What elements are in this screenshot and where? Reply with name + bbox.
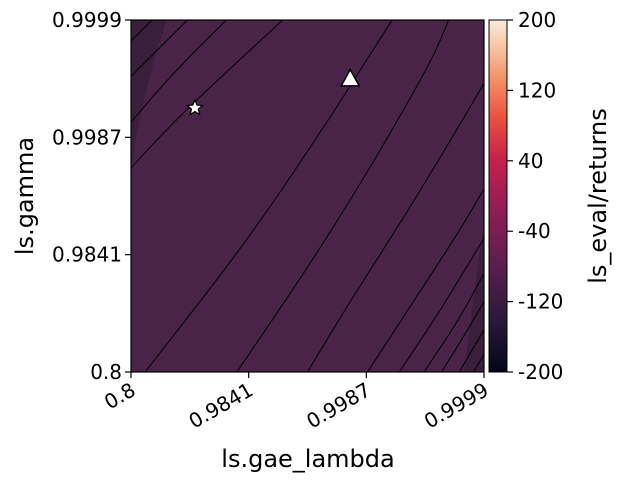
colorbar-ticks: 200 120 40 -40 -120 -200 xyxy=(507,8,563,384)
contour-line xyxy=(236,20,450,372)
colorbar-label: ls_eval/returns xyxy=(584,108,612,284)
contour-field xyxy=(131,20,484,372)
y-tick-label: 0.8 xyxy=(90,360,122,384)
x-tick-label: 0.9999 xyxy=(420,378,493,434)
contour-bands xyxy=(131,20,484,372)
y-axis: 0.8 0.9841 0.9987 0.9999 xyxy=(52,8,131,384)
colorbar-gradient xyxy=(488,19,508,373)
contour-line xyxy=(131,20,227,123)
contour-line xyxy=(441,301,484,372)
contour-line xyxy=(398,237,484,372)
star-marker xyxy=(185,98,204,116)
colorbar-tick-label: 120 xyxy=(518,78,556,102)
y-tick-label: 0.9987 xyxy=(52,125,122,149)
triangle-marker xyxy=(339,68,361,87)
colorbar-tick-label: 40 xyxy=(518,149,543,173)
x-tick-label: 0.9841 xyxy=(185,378,258,434)
contour-line xyxy=(307,83,484,372)
plot-frame xyxy=(130,19,485,373)
x-axis-label: ls.gae_lambda xyxy=(221,445,394,473)
contour-line xyxy=(131,20,153,42)
y-axis-label: ls.gamma xyxy=(11,137,39,255)
band-lower-right xyxy=(464,222,484,372)
colorbar-tick-label: -200 xyxy=(518,360,563,384)
contour-line xyxy=(131,20,284,169)
y-tick-label: 0.9841 xyxy=(52,243,122,267)
colorbar-tick-label: 200 xyxy=(518,8,556,32)
contour-line xyxy=(423,273,484,372)
contour-line xyxy=(367,188,484,372)
contour-line xyxy=(144,20,393,372)
x-axis: 0.8 0.9841 0.9987 0.9999 xyxy=(100,372,493,433)
contour-line xyxy=(472,354,484,372)
y-tick-label: 0.9999 xyxy=(52,8,122,32)
colorbar: 200 120 40 -40 -120 -200 ls_eval/returns xyxy=(488,8,612,384)
x-tick-label: 0.9987 xyxy=(302,378,375,434)
contour-plot xyxy=(130,19,485,373)
band-upper-left xyxy=(131,20,167,170)
colorbar-tick-label: -120 xyxy=(518,290,563,314)
contour-line xyxy=(131,20,188,77)
markers xyxy=(185,68,361,116)
contour-lines xyxy=(131,20,484,372)
colorbar-tick-label: -40 xyxy=(518,219,551,243)
contour-line xyxy=(458,329,484,372)
